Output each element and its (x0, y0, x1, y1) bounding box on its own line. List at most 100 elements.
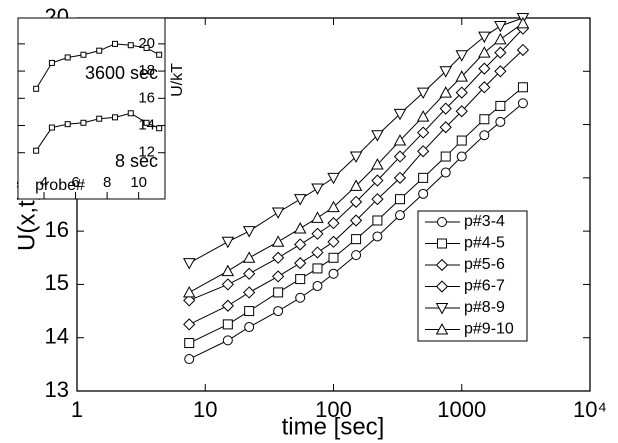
marker (516, 43, 530, 57)
series-line (189, 86, 524, 344)
marker (327, 217, 340, 230)
x-tick-label: 10⁴ (573, 397, 607, 422)
marker (272, 270, 285, 283)
marker (222, 319, 233, 330)
marker (295, 292, 306, 303)
marker (33, 147, 40, 154)
marker (273, 287, 284, 298)
marker (371, 158, 384, 170)
marker (455, 50, 468, 62)
marker (156, 51, 163, 58)
marker (112, 40, 119, 47)
inset-annotation: 3600 sec (85, 63, 158, 83)
marker (64, 121, 71, 128)
marker (456, 151, 467, 162)
marker (80, 119, 87, 126)
marker (182, 258, 196, 270)
legend-label: p#6-7 (464, 278, 505, 295)
marker (440, 151, 451, 162)
marker (184, 354, 195, 365)
marker (64, 54, 71, 61)
marker (311, 227, 324, 240)
y-tick-label: 16 (138, 89, 155, 106)
marker (435, 258, 449, 272)
marker (494, 46, 507, 59)
marker (311, 211, 324, 223)
marker (416, 110, 430, 122)
marker (327, 172, 340, 185)
marker (479, 114, 490, 125)
marker (439, 102, 452, 115)
x-tick-label: 100 (315, 397, 352, 422)
marker (416, 87, 430, 100)
marker (328, 268, 339, 279)
marker (479, 130, 490, 141)
legend-label: p#8-9 (464, 299, 505, 316)
y-tick-label: 18 (138, 62, 155, 79)
marker (294, 238, 307, 251)
marker (349, 151, 363, 163)
legend-label: p#3-4 (464, 213, 505, 230)
marker (494, 32, 507, 45)
marker (96, 47, 103, 54)
marker (328, 252, 339, 263)
marker (271, 235, 285, 247)
x-tick-label: 1 (71, 397, 83, 422)
marker (394, 210, 405, 221)
legend-label: p#9-10 (464, 321, 514, 338)
marker (80, 51, 87, 58)
marker (96, 115, 103, 122)
marker (495, 116, 506, 127)
marker (143, 119, 150, 126)
marker (478, 46, 491, 58)
x-axis-label: time [sec] (282, 413, 385, 440)
legend-box (417, 210, 528, 342)
y-tick-label: 15 (45, 270, 69, 295)
marker (393, 108, 407, 121)
marker (478, 31, 491, 44)
marker (327, 235, 340, 248)
marker (435, 303, 449, 315)
marker (295, 274, 306, 285)
marker (394, 194, 405, 205)
marker (293, 222, 307, 234)
marker (372, 231, 383, 242)
marker (516, 16, 530, 29)
marker (371, 130, 384, 142)
legend-label: p#5-6 (464, 256, 505, 273)
inset-x-label: probe# (35, 177, 85, 194)
x-tick-label: 6 (71, 174, 79, 191)
marker (143, 44, 150, 51)
marker (48, 59, 55, 66)
marker (127, 110, 134, 117)
marker (435, 280, 449, 293)
marker (311, 246, 324, 259)
marker (439, 66, 452, 78)
marker (440, 167, 451, 178)
marker (417, 145, 430, 158)
marker (494, 20, 507, 33)
series-line (189, 49, 524, 325)
marker (417, 126, 430, 139)
marker (294, 257, 307, 270)
y-tick-label: 12 (138, 144, 155, 161)
marker (183, 318, 196, 331)
marker (372, 215, 383, 226)
marker (221, 278, 234, 291)
marker (517, 98, 528, 109)
marker (48, 124, 55, 131)
marker (221, 264, 235, 277)
marker (242, 251, 256, 263)
marker (494, 65, 507, 78)
inset-y-label: U/kT (169, 63, 186, 97)
marker (293, 194, 307, 206)
inset-annotation: 8 sec (115, 151, 158, 171)
marker (182, 285, 196, 298)
marker (242, 226, 256, 238)
x-tick-label: 4 (40, 174, 48, 191)
marker (243, 286, 256, 299)
marker (221, 236, 235, 249)
series-line (188, 22, 524, 293)
marker (393, 171, 407, 184)
marker (351, 234, 362, 245)
